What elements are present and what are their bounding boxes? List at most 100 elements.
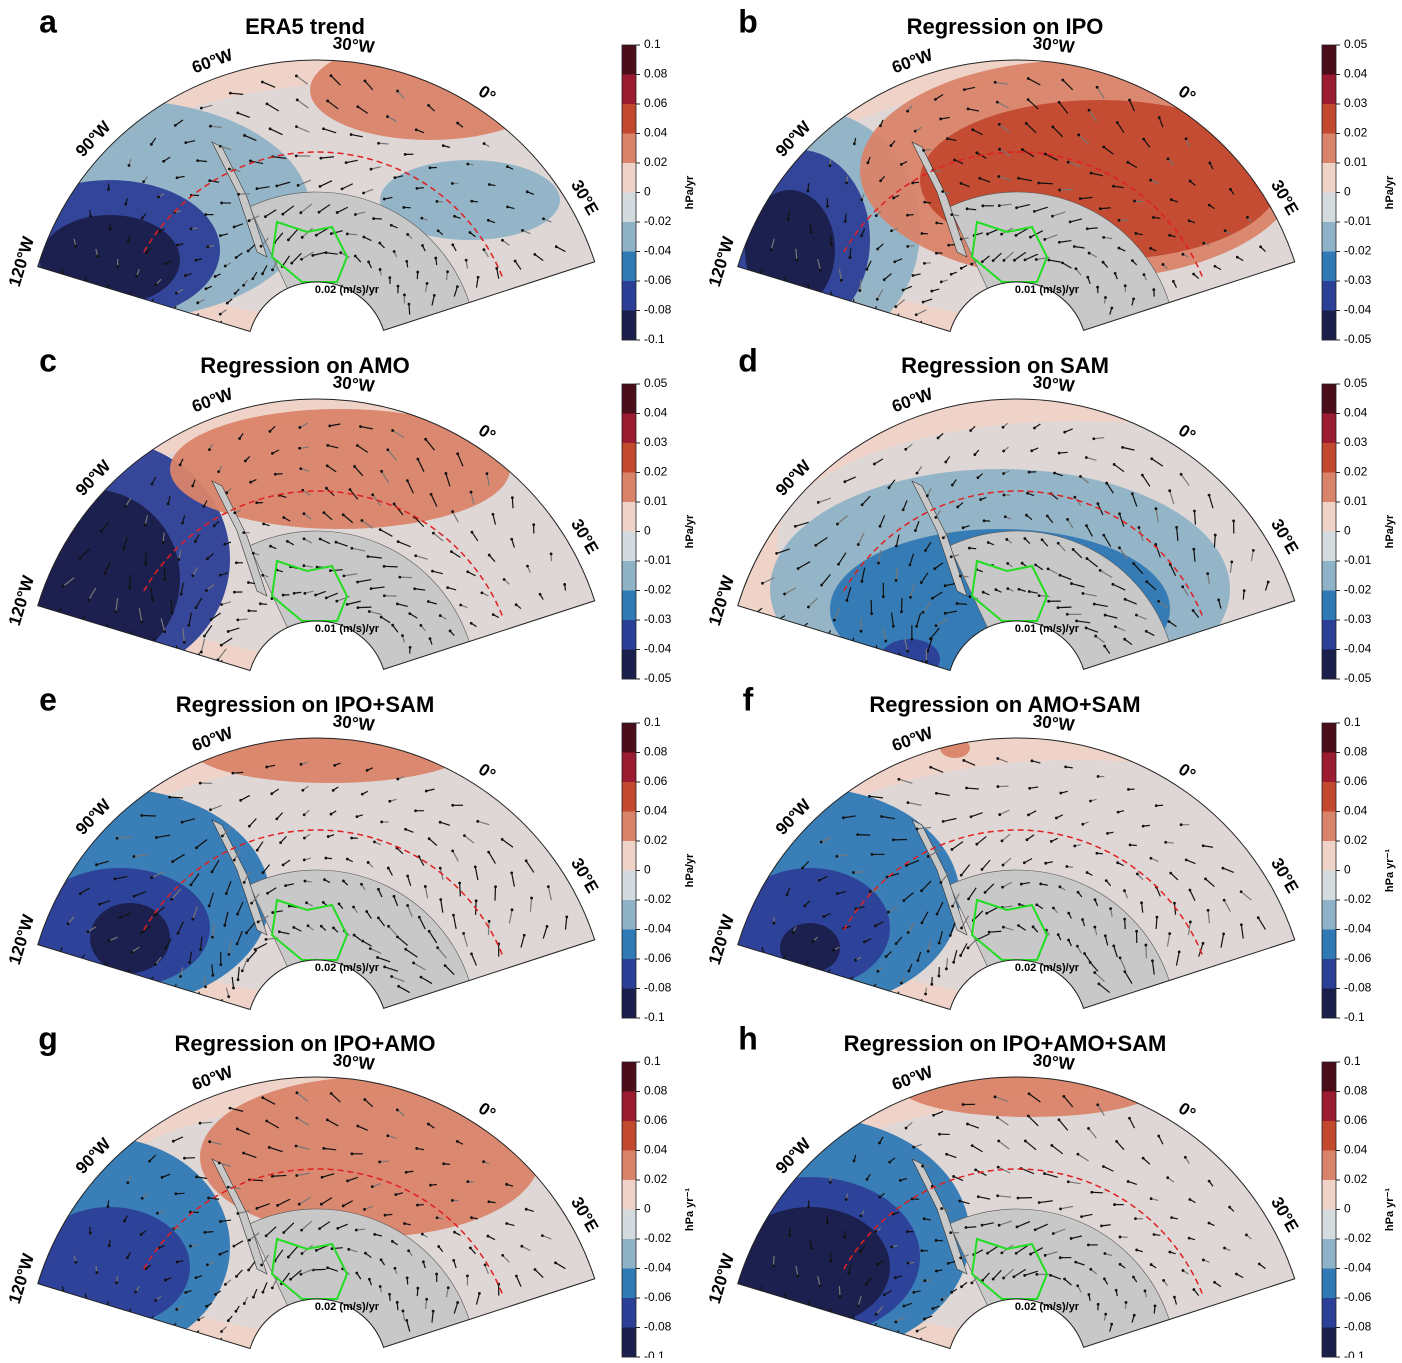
vector-head (829, 164, 832, 167)
vector-head (332, 789, 335, 792)
vector-head (492, 613, 495, 616)
vector-head (1076, 1284, 1079, 1287)
vector-head (858, 289, 861, 292)
vector-head (1142, 1157, 1145, 1160)
vector-head (849, 256, 852, 259)
vector-head (1168, 489, 1171, 492)
vector-head (231, 772, 234, 775)
vector-head (1192, 273, 1195, 276)
vector-head (290, 262, 293, 265)
vector-head (1044, 862, 1047, 865)
longitude-label: 0° (1175, 82, 1199, 107)
vector-head (320, 925, 323, 928)
colorbar-tick-label: 0.04 (1344, 804, 1368, 818)
vector-head (434, 257, 437, 260)
vector-head (416, 1204, 419, 1207)
vector-head (270, 792, 273, 795)
vector-head (1086, 871, 1089, 874)
vector-head (353, 465, 356, 468)
vector-head (346, 603, 349, 606)
colorbar-tick-label: 0.05 (1344, 37, 1368, 51)
vector-head (912, 274, 915, 277)
vector-head (1006, 562, 1009, 565)
vector-head (236, 913, 239, 916)
colorbar-segment (622, 443, 636, 473)
colorbar-segment (622, 1121, 636, 1151)
wind-vector (853, 1316, 854, 1328)
vector-head (356, 444, 359, 447)
colorbar-segment (622, 281, 636, 311)
vector-head (1132, 297, 1135, 300)
vector-head (383, 198, 386, 201)
vector-head (197, 1318, 200, 1321)
colorbar-tick-label: -0.04 (644, 244, 672, 258)
vector-head (237, 978, 240, 981)
vector-head (1016, 1226, 1019, 1229)
vector-head (820, 584, 823, 587)
vector-head (134, 1290, 137, 1293)
vector-head (1027, 813, 1030, 816)
wind-vector (495, 887, 496, 901)
vector-head (287, 238, 290, 241)
vector-head (1135, 930, 1138, 933)
vector-head (1044, 1254, 1047, 1257)
vector-head (810, 1247, 813, 1250)
vector-head (829, 1259, 832, 1262)
vector-head (1067, 161, 1070, 164)
vector-head (932, 1114, 935, 1117)
vector-head (1017, 924, 1020, 927)
vector-head (453, 1231, 456, 1234)
vector-head (759, 1297, 762, 1300)
vector-head (1223, 899, 1226, 902)
vector-head (484, 1264, 487, 1267)
colorbar-segment (622, 561, 636, 591)
vector-head (307, 924, 310, 927)
vector-head (956, 506, 959, 509)
colorbar-tick-label: 0 (1344, 185, 1351, 199)
vector-head (987, 541, 990, 544)
vector-head (966, 1123, 969, 1126)
vector-head (345, 161, 348, 164)
vector-head (456, 1301, 459, 1304)
vector-head (157, 649, 160, 652)
vector-head (941, 190, 944, 193)
vector-head (1168, 234, 1171, 237)
vector-head (1005, 538, 1008, 541)
vector-head (1208, 494, 1211, 497)
wind-vector (379, 143, 389, 144)
vector-head (1170, 198, 1173, 201)
vector-head (949, 1231, 952, 1234)
vector-head (223, 924, 226, 927)
vector-head (296, 1091, 299, 1094)
vector-head (330, 74, 333, 77)
vector-head (1104, 614, 1107, 617)
vector-head (396, 778, 399, 781)
vector-head (452, 1259, 455, 1262)
vector-head (1119, 1236, 1122, 1239)
vector-head (1058, 189, 1061, 192)
vector-head (859, 1250, 862, 1253)
vector-head (247, 609, 250, 612)
vector-head (1136, 873, 1139, 876)
colorbar-tick-label: 0.03 (1344, 96, 1368, 110)
colorbar-tick-label: -0.05 (644, 671, 672, 685)
vector-head (977, 1195, 980, 1198)
colorbar-tick-label: 0.03 (644, 435, 668, 449)
vector-head (1097, 502, 1100, 505)
vector-head (1267, 581, 1270, 584)
vector-head (103, 635, 106, 638)
vector-head (857, 1305, 860, 1308)
vector-head (922, 149, 925, 152)
vector-head (819, 1285, 822, 1288)
vector-head (119, 916, 122, 919)
vector-head (405, 1171, 408, 1174)
vector-head (195, 1276, 198, 1279)
wind-vector (130, 574, 131, 587)
vector-head (998, 148, 1001, 151)
vector-head (1145, 630, 1148, 633)
vector-head (1070, 582, 1073, 585)
colorbar-tick-label: 0.02 (1344, 1172, 1368, 1186)
vector-head (1167, 157, 1170, 160)
vector-head (96, 255, 99, 258)
